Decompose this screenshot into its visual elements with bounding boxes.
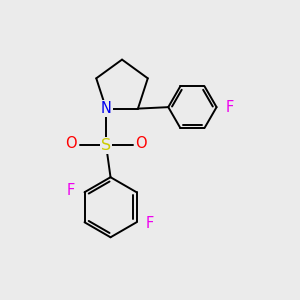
Text: N: N — [101, 101, 112, 116]
Text: O: O — [65, 136, 77, 152]
Text: O: O — [135, 136, 147, 152]
Text: F: F — [146, 216, 154, 231]
Text: F: F — [226, 100, 234, 115]
Text: S: S — [101, 138, 111, 153]
Text: F: F — [67, 183, 75, 198]
